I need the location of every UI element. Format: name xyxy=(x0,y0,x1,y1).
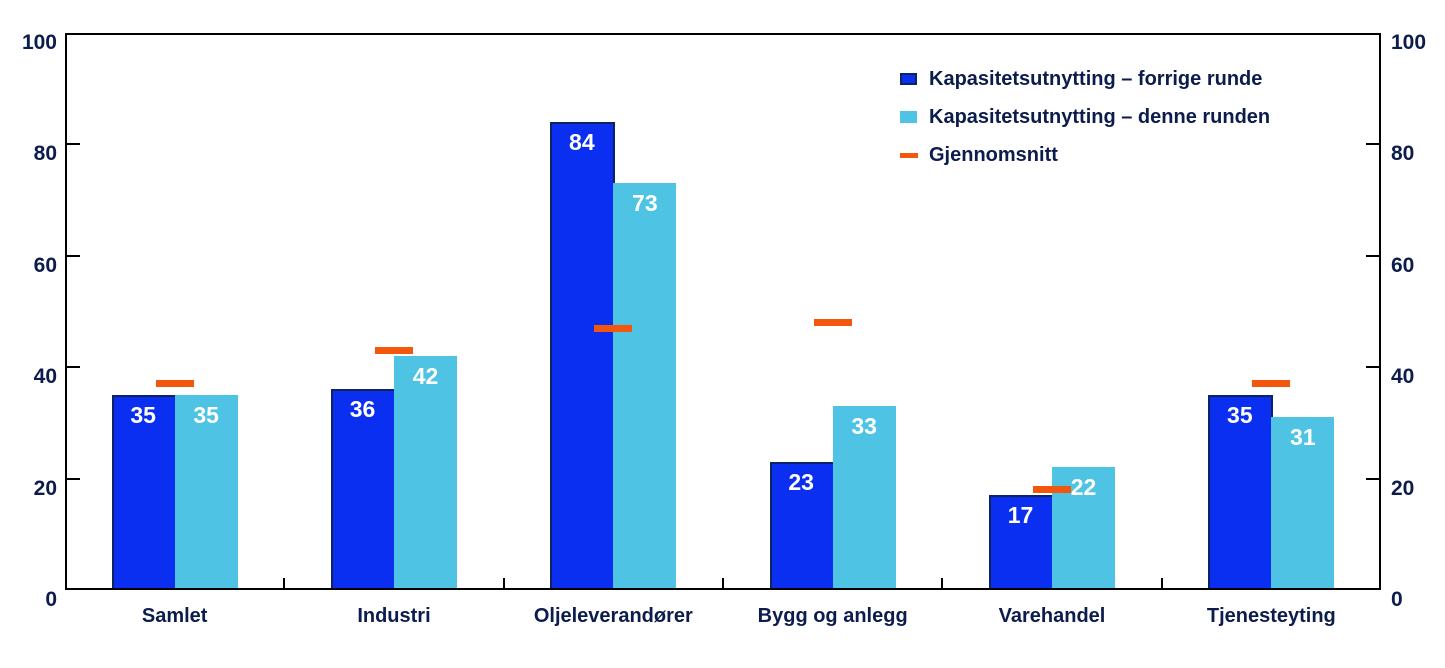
average-dash-marker xyxy=(813,319,852,327)
x-tick xyxy=(722,578,724,588)
x-tick xyxy=(283,578,286,588)
bar-previous-round xyxy=(1208,395,1274,590)
y-tick-right xyxy=(1366,366,1379,369)
y-axis-label-left: 100 xyxy=(21,31,57,54)
x-tick xyxy=(1160,578,1163,588)
y-axis-label-right: 100 xyxy=(1391,31,1427,54)
y-axis-label-right: 60 xyxy=(1391,253,1415,277)
y-axis-label-right: 0 xyxy=(1391,588,1403,611)
x-tick xyxy=(941,578,944,588)
bar-value-label: 84 xyxy=(569,129,595,156)
bar-value-label: 42 xyxy=(412,363,439,390)
y-axis-label-left: 0 xyxy=(45,588,57,611)
y-tick-right xyxy=(1366,254,1379,257)
legend-label-average: Gjennomsnitt xyxy=(929,143,1058,166)
legend-label-previous-round: Kapasitetsutnytting – forrige runde xyxy=(929,67,1263,90)
legend-item-average: Gjennomsnitt xyxy=(900,136,1270,174)
y-tick-right xyxy=(1366,477,1379,480)
x-axis-category-label: Industri xyxy=(357,605,431,627)
bar-current-round xyxy=(394,356,457,590)
y-axis-label-left: 60 xyxy=(33,253,57,277)
bar-current-round xyxy=(832,406,896,590)
bar-current-round xyxy=(174,395,238,590)
y-tick-left xyxy=(67,143,80,146)
legend-swatch-average-dash-icon xyxy=(900,152,918,158)
legend-item-current-round: Kapasitetsutnytting – denne runden xyxy=(900,98,1270,136)
y-tick-left xyxy=(67,477,80,480)
legend: Kapasitetsutnytting – forrige runde Kapa… xyxy=(900,60,1270,174)
legend-label-current-round: Kapasitetsutnytting – denne runden xyxy=(929,105,1271,128)
bar-value-label: 35 xyxy=(193,402,219,429)
y-tick-left xyxy=(67,366,80,369)
bar-value-label: 35 xyxy=(1227,402,1253,429)
bar-value-label: 23 xyxy=(788,468,814,495)
x-axis-category-label: Oljeleverandører xyxy=(533,605,693,627)
bar-value-label: 73 xyxy=(632,190,658,217)
average-dash-marker xyxy=(375,346,413,354)
y-axis-label-right: 20 xyxy=(1391,476,1415,500)
bar-value-label: 17 xyxy=(1007,502,1034,529)
legend-item-previous-round: Kapasitetsutnytting – forrige runde xyxy=(900,60,1270,98)
y-axis-label-left: 80 xyxy=(33,142,57,166)
average-dash-marker xyxy=(155,380,194,388)
bar-value-label: 22 xyxy=(1070,474,1097,501)
average-dash-marker xyxy=(1252,380,1291,388)
average-dash-marker xyxy=(1033,486,1071,494)
x-axis-category-label: Samlet xyxy=(141,605,208,627)
bar-current-round xyxy=(1271,417,1335,590)
bar-value-label: 31 xyxy=(1290,424,1316,451)
bar-value-label: 33 xyxy=(851,413,877,440)
bar-value-label: 35 xyxy=(130,402,156,429)
legend-swatch-previous-round-icon xyxy=(900,73,917,85)
bar-previous-round xyxy=(550,122,616,590)
x-axis-category-label: Bygg og anlegg xyxy=(757,605,908,627)
y-tick-left xyxy=(67,254,80,257)
x-axis-category-label: Tjenesteyting xyxy=(1206,605,1336,627)
y-axis-label-left: 20 xyxy=(33,476,57,500)
x-axis-category-label: Varehandel xyxy=(998,605,1106,627)
y-axis-label-right: 80 xyxy=(1391,142,1415,166)
y-axis-label-right: 40 xyxy=(1391,365,1415,389)
legend-swatch-current-round-icon xyxy=(900,111,917,123)
y-tick-right xyxy=(1366,143,1379,146)
bar-current-round xyxy=(613,183,677,590)
x-tick xyxy=(502,578,505,588)
bar-value-label: 36 xyxy=(349,396,376,423)
average-dash-marker xyxy=(594,324,633,332)
y-axis-label-left: 40 xyxy=(33,365,57,389)
